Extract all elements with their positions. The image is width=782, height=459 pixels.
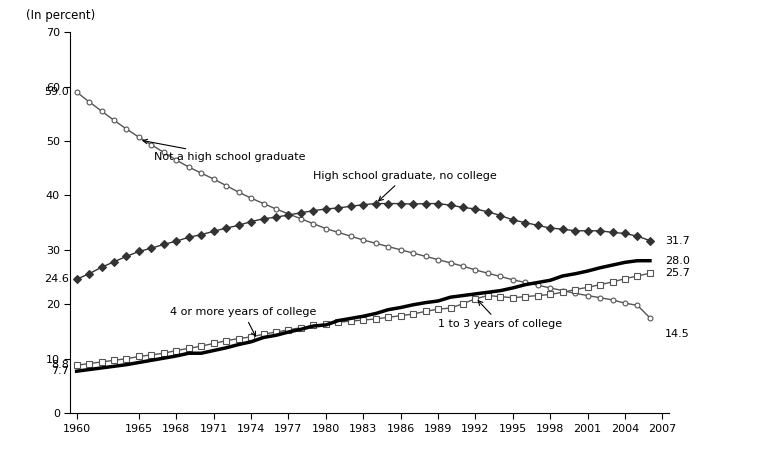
- Text: 1 to 3 years of college: 1 to 3 years of college: [438, 301, 562, 329]
- Text: 25.7: 25.7: [665, 268, 690, 278]
- Text: 4 or more years of college: 4 or more years of college: [170, 307, 317, 336]
- Text: 28.0: 28.0: [665, 256, 690, 266]
- Text: Not a high school graduate: Not a high school graduate: [143, 139, 306, 162]
- Text: (In percent): (In percent): [26, 9, 95, 22]
- Text: 7.7: 7.7: [52, 366, 69, 376]
- Text: 14.5: 14.5: [665, 329, 690, 339]
- Text: High school graduate, no college: High school graduate, no college: [314, 171, 497, 201]
- Text: 31.7: 31.7: [665, 235, 690, 246]
- Text: 8.8: 8.8: [52, 360, 69, 370]
- Text: 59.0: 59.0: [45, 87, 69, 97]
- Text: 24.6: 24.6: [45, 274, 69, 284]
